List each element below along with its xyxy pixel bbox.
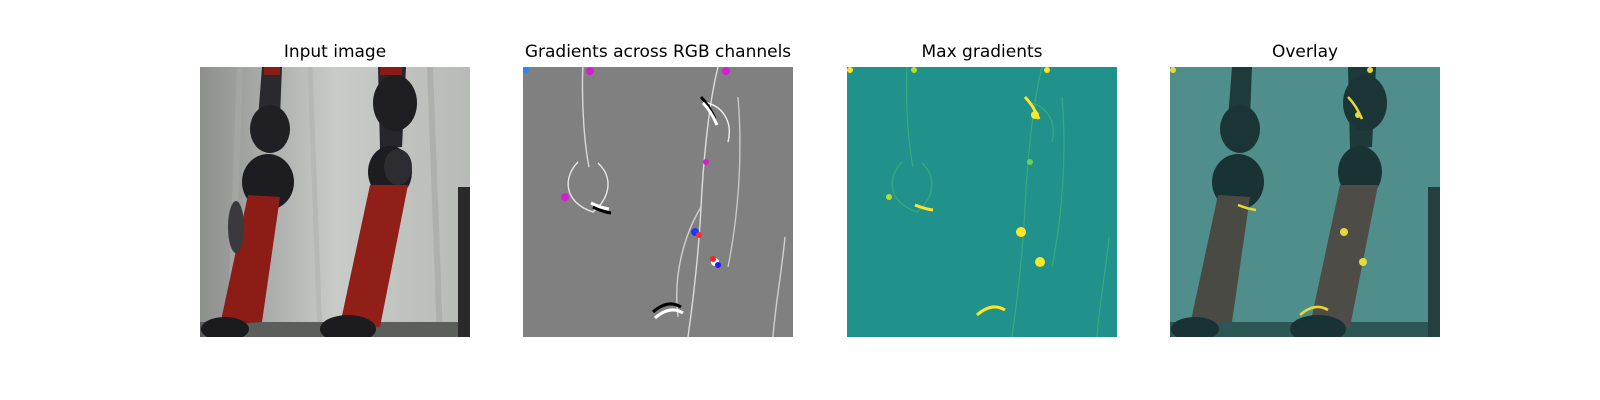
panel-input-image: Input image xyxy=(200,0,470,400)
panel-title: Gradients across RGB channels xyxy=(524,42,792,62)
panel-max-gradients: Max gradients xyxy=(847,0,1117,400)
panel-title: Input image xyxy=(283,42,387,62)
input-image xyxy=(200,67,470,337)
gradients-rgb-image xyxy=(523,67,793,337)
panel-title: Overlay xyxy=(1271,42,1339,62)
max-gradients-image xyxy=(847,67,1117,337)
panel-title: Max gradients xyxy=(921,42,1043,62)
overlay-image xyxy=(1170,67,1440,337)
panel-gradients-rgb: Gradients across RGB channels xyxy=(523,0,793,400)
panel-overlay: Overlay xyxy=(1170,0,1440,400)
